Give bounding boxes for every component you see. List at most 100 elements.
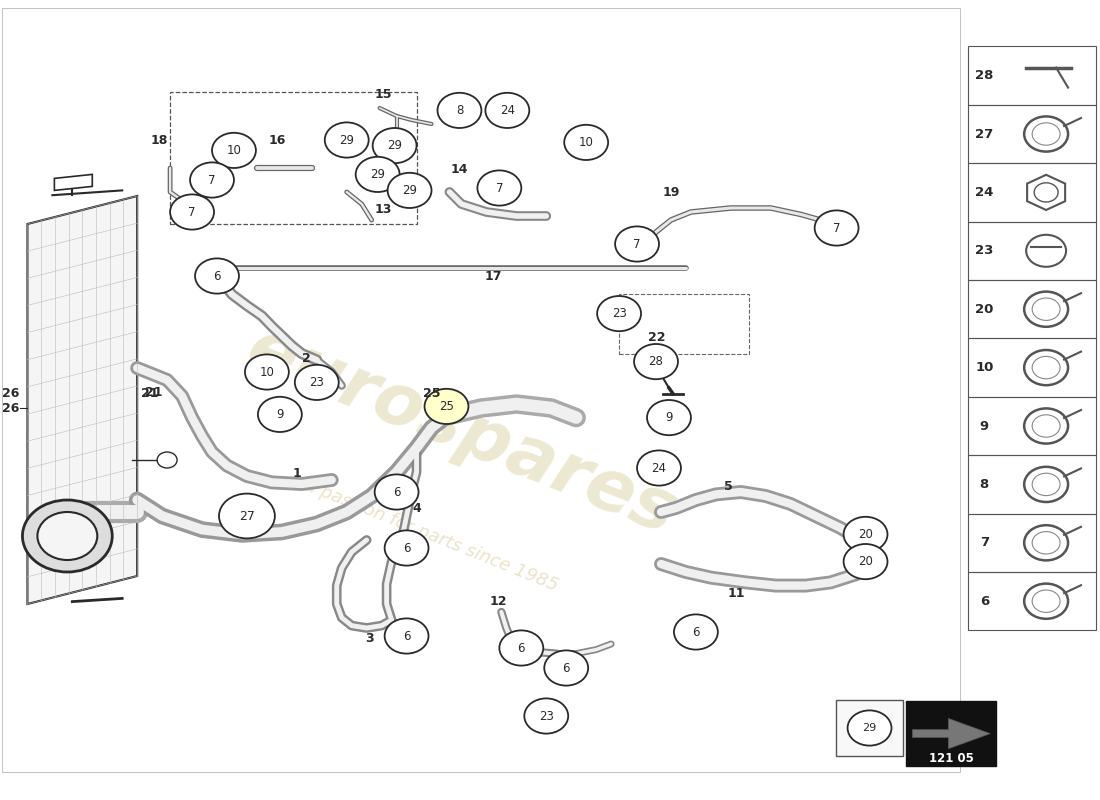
Text: 6: 6 — [562, 662, 570, 674]
Text: 9: 9 — [276, 408, 284, 421]
Text: 8: 8 — [980, 478, 989, 491]
Text: eurospares: eurospares — [236, 314, 686, 550]
Text: 29: 29 — [370, 168, 385, 181]
Text: 18: 18 — [151, 134, 168, 146]
Text: 29: 29 — [862, 723, 877, 733]
Text: 121 05: 121 05 — [928, 752, 974, 765]
Text: 1: 1 — [293, 467, 301, 480]
Text: 20: 20 — [975, 302, 993, 316]
Circle shape — [564, 125, 608, 160]
Circle shape — [157, 452, 177, 468]
Text: 13: 13 — [375, 203, 393, 216]
Bar — [906, 701, 997, 766]
Text: 16: 16 — [268, 134, 286, 146]
Circle shape — [815, 210, 858, 246]
Circle shape — [425, 389, 469, 424]
Bar — [968, 455, 1096, 514]
Text: 12: 12 — [490, 595, 507, 608]
Text: 19: 19 — [662, 186, 680, 198]
Text: 26: 26 — [2, 402, 19, 414]
Text: 10: 10 — [579, 136, 594, 149]
Text: 10: 10 — [975, 361, 993, 374]
Text: 5: 5 — [725, 480, 734, 493]
Circle shape — [219, 494, 275, 538]
Circle shape — [597, 296, 641, 331]
Text: 20: 20 — [858, 528, 873, 541]
Bar — [968, 397, 1096, 455]
Bar — [968, 280, 1096, 338]
Circle shape — [170, 194, 214, 230]
Text: 23: 23 — [539, 710, 553, 722]
Polygon shape — [912, 718, 990, 749]
Text: 6: 6 — [980, 594, 989, 608]
Bar — [619, 294, 749, 354]
Circle shape — [844, 544, 888, 579]
Text: 28: 28 — [649, 355, 663, 368]
Circle shape — [637, 450, 681, 486]
Text: 6: 6 — [403, 542, 410, 554]
Text: 7: 7 — [634, 238, 641, 250]
Bar — [968, 46, 1096, 105]
Bar — [968, 514, 1096, 572]
Text: 29: 29 — [387, 139, 403, 152]
Circle shape — [295, 365, 339, 400]
Circle shape — [245, 354, 289, 390]
Circle shape — [844, 517, 888, 552]
Text: 23: 23 — [975, 244, 993, 258]
Text: 29: 29 — [403, 184, 417, 197]
Bar — [968, 338, 1096, 397]
Circle shape — [634, 344, 678, 379]
Text: 25: 25 — [422, 387, 440, 400]
Bar — [2, 8, 960, 772]
Text: 10: 10 — [227, 144, 241, 157]
Circle shape — [485, 93, 529, 128]
Text: 26: 26 — [2, 387, 19, 400]
Text: 7: 7 — [496, 182, 503, 194]
Text: 6: 6 — [692, 626, 700, 638]
Text: 8: 8 — [455, 104, 463, 117]
Text: 15: 15 — [375, 88, 393, 101]
Circle shape — [674, 614, 718, 650]
Text: 24: 24 — [975, 186, 993, 199]
Text: 21: 21 — [142, 387, 158, 400]
Circle shape — [37, 512, 97, 560]
Text: 24: 24 — [651, 462, 667, 474]
Text: 24: 24 — [499, 104, 515, 117]
Text: 21: 21 — [145, 386, 163, 398]
Text: 28: 28 — [975, 69, 993, 82]
Bar — [968, 163, 1096, 222]
Text: 25: 25 — [439, 400, 454, 413]
Text: 7: 7 — [208, 174, 216, 186]
Text: 6: 6 — [403, 630, 410, 642]
Circle shape — [647, 400, 691, 435]
Circle shape — [385, 618, 429, 654]
Text: 7: 7 — [980, 536, 989, 550]
Bar — [968, 105, 1096, 163]
Polygon shape — [28, 196, 138, 604]
Text: 9: 9 — [666, 411, 673, 424]
Circle shape — [373, 128, 417, 163]
Circle shape — [324, 122, 369, 158]
Circle shape — [184, 213, 200, 226]
Text: 20: 20 — [858, 555, 873, 568]
Text: 2: 2 — [302, 352, 311, 365]
Text: 22: 22 — [648, 331, 666, 344]
Bar — [968, 222, 1096, 280]
Text: 7: 7 — [833, 222, 840, 234]
Circle shape — [190, 162, 234, 198]
Bar — [170, 92, 417, 224]
Text: 7: 7 — [188, 206, 196, 218]
Text: 4: 4 — [412, 502, 421, 514]
Text: 11: 11 — [727, 587, 745, 600]
Text: a passion for parts since 1985: a passion for parts since 1985 — [302, 477, 561, 595]
Text: 14: 14 — [451, 163, 469, 176]
Circle shape — [544, 650, 588, 686]
Bar — [836, 700, 903, 756]
Text: 10: 10 — [260, 366, 274, 378]
Circle shape — [848, 710, 891, 746]
Text: 17: 17 — [485, 270, 502, 282]
Circle shape — [525, 698, 569, 734]
Text: 23: 23 — [612, 307, 627, 320]
Circle shape — [375, 474, 418, 510]
Circle shape — [499, 630, 543, 666]
